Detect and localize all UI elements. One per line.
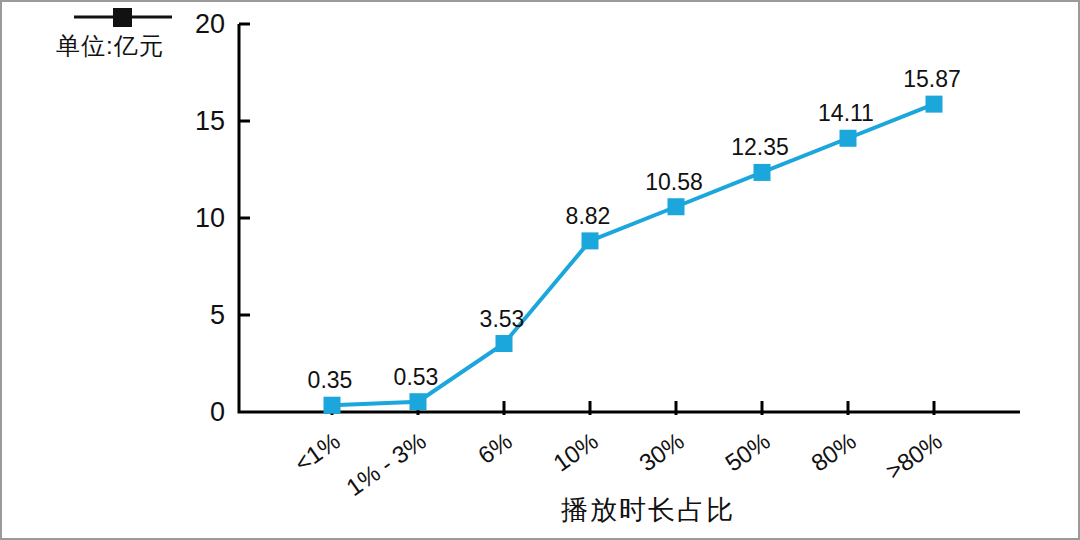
- data-point-marker: [410, 393, 427, 410]
- y-axis-tick-label: 5: [210, 300, 225, 330]
- legend: 单位:亿元: [56, 7, 172, 62]
- y-axis-tick-label: 15: [195, 106, 225, 136]
- data-point-marker: [840, 130, 857, 147]
- data-point-label: 8.82: [566, 203, 611, 229]
- chart-container: 单位:亿元 0 5 10 15 20 <1%1% - 3% 6% 10% 30% 50% 80% >8…: [0, 0, 1080, 540]
- x-axis-tick-label: 30%: [634, 427, 689, 477]
- data-point-label: 3.53: [480, 306, 525, 332]
- y-axis-tick-label: 10: [195, 203, 225, 233]
- data-point-marker: [582, 232, 599, 249]
- data-point-label: 14.11: [818, 100, 874, 126]
- data-point-marker: [496, 335, 513, 352]
- data-point-label: 0.35: [308, 367, 353, 393]
- data-point-label: 12.35: [731, 134, 789, 160]
- x-axis-tick-label: <1%: [289, 427, 344, 477]
- y-axis-tick-label: 20: [195, 9, 225, 39]
- legend-line-marker-icon: [74, 7, 172, 27]
- data-point-marker: [926, 96, 943, 113]
- x-axis-tick-label: 50%: [720, 427, 775, 477]
- data-line: [332, 104, 934, 405]
- x-axis-tick-label: 80%: [806, 427, 861, 477]
- data-point-marker: [324, 397, 341, 414]
- data-point-label: 10.58: [645, 169, 703, 195]
- legend-label: 单位:亿元: [56, 30, 164, 62]
- x-axis-title: 播放时长占比: [561, 495, 735, 525]
- data-point-marker: [754, 164, 771, 181]
- y-axis-tick-label: 0: [210, 397, 225, 427]
- line-chart: 0 5 10 15 20 <1%1% - 3% 6% 10% 30% 50% 80% >80% 0.35…: [2, 2, 1080, 540]
- data-point-label: 0.53: [394, 364, 439, 390]
- data-point-marker: [668, 198, 685, 215]
- x-axis-tick-label: >80%: [881, 427, 947, 485]
- x-axis-tick-label: 1% - 3%: [341, 427, 431, 501]
- x-axis-tick-label: 10%: [548, 427, 603, 477]
- x-axis-tick-label: 6%: [473, 427, 517, 469]
- data-point-label: 15.87: [903, 66, 961, 92]
